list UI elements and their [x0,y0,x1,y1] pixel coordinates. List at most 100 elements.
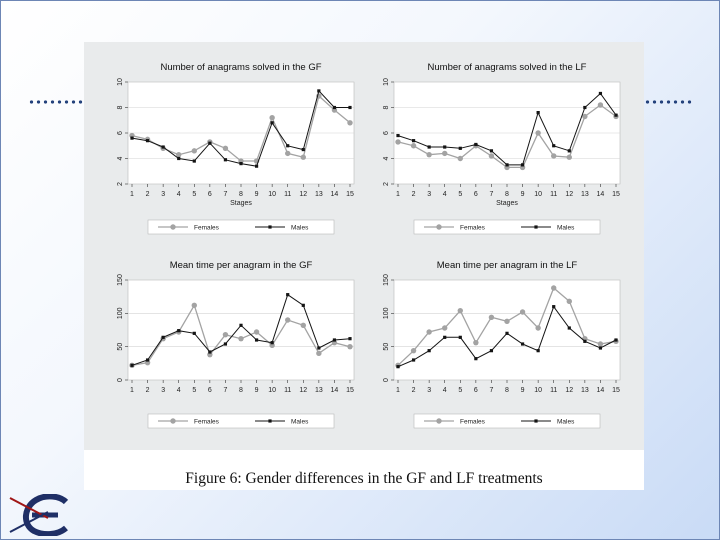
chart-4: Mean time per anagram in the LF 0 50 100 150… [383,260,621,429]
data-point-female [504,318,510,325]
data-point-male [332,105,337,110]
data-point-male [161,335,165,339]
x-tick-label: 12 [565,387,573,394]
data-point-male [239,323,243,327]
x-tick-label: 5 [192,387,196,394]
y-tick-label: 50 [383,343,390,351]
data-point-female [488,314,495,321]
data-point-male [130,363,134,367]
data-point-female [426,151,432,158]
data-point-male [567,326,571,330]
data-point-male [474,357,478,361]
data-point-male [270,341,274,345]
x-tick-label: 6 [474,387,478,394]
x-tick-label: 11 [550,191,557,198]
data-point-female [300,154,306,160]
data-point-female [551,153,557,159]
chart-title: Mean time per anagram in the GF [170,260,313,271]
chart-title: Number of anagrams solved in the LF [428,62,587,73]
legend-marker-males [268,225,272,229]
x-tick-label: 12 [299,387,307,394]
ee-logo-icon [9,494,69,536]
data-point-male [443,145,447,149]
legend-marker-females [170,224,176,230]
legend-marker-females [436,224,442,230]
x-tick-label: 12 [299,191,307,198]
data-point-male [130,136,134,140]
data-point-female [535,130,541,136]
x-tick-label: 8 [239,191,243,198]
data-point-male [443,335,447,339]
data-point-female [566,154,572,160]
x-tick-label: 3 [427,387,431,394]
data-point-male [567,149,571,153]
data-point-male [598,91,603,96]
data-point-male [223,342,228,346]
data-point-male [520,163,525,167]
decorative-dotted-line-left [28,100,84,104]
data-point-male [614,338,618,342]
data-point-male [396,133,400,138]
x-tick-label: 15 [346,387,354,394]
data-point-male [583,339,587,343]
plot-panel: Number of anagrams solved in the GF 2 4 6 8 1… [84,42,644,450]
data-point-male [208,350,212,354]
data-point-female [316,350,322,357]
data-point-male [520,342,525,346]
data-point-male [192,331,196,335]
x-tick-label: 7 [489,387,493,394]
x-tick-label: 10 [534,191,542,198]
decorative-dotted-line-right [644,100,692,104]
x-tick-label: 9 [255,191,259,198]
x-tick-label: 8 [505,387,509,394]
data-point-female [551,285,557,291]
legend-box [413,219,601,235]
x-tick-label: 13 [581,191,589,198]
y-tick-label: 8 [383,105,390,109]
y-tick-label: 150 [117,274,124,286]
data-point-female [410,347,417,354]
data-point-male [474,142,478,147]
x-tick-label: 15 [612,191,620,198]
data-point-female [457,155,463,162]
data-point-female [269,115,275,121]
x-tick-label: 11 [284,191,291,198]
data-point-male [286,144,290,148]
x-tick-label: 13 [581,387,589,394]
data-point-female [238,335,244,342]
x-tick-label: 6 [474,191,478,198]
figure-image: Number of anagrams solved in the GF 2 4 6 8 1… [84,42,644,490]
x-tick-label: 7 [223,387,227,394]
y-tick-label: 4 [117,156,124,160]
data-point-male [583,105,587,110]
data-point-female [597,102,604,108]
y-tick-label: 4 [383,156,390,160]
x-tick-label: 7 [489,191,493,198]
x-tick-label: 4 [443,191,447,198]
legend-label-females: Females [194,225,220,232]
data-point-male [552,305,556,309]
data-point-female [222,331,229,338]
x-tick-label: 9 [255,387,259,394]
data-point-male [505,163,509,167]
x-tick-label: 9 [521,191,525,198]
x-tick-label: 1 [396,387,400,394]
x-tick-label: 9 [521,387,525,394]
figure-caption: Figure 6: Gender differences in the GF a… [185,470,543,487]
y-tick-label: 0 [117,378,124,382]
x-tick-label: 2 [412,191,416,198]
data-point-female [566,298,572,305]
data-point-male [254,338,259,342]
data-point-male [536,111,540,115]
data-point-male [348,105,352,110]
y-tick-label: 50 [117,343,124,351]
data-point-female [347,120,353,126]
data-point-female [410,143,417,149]
x-tick-label: 6 [208,387,212,394]
data-point-male [489,349,494,353]
legend-marker-females [436,418,442,424]
data-point-male [614,113,618,117]
data-point-male [192,159,196,163]
legend-label-females: Females [194,419,220,426]
y-tick-label: 2 [117,182,124,186]
